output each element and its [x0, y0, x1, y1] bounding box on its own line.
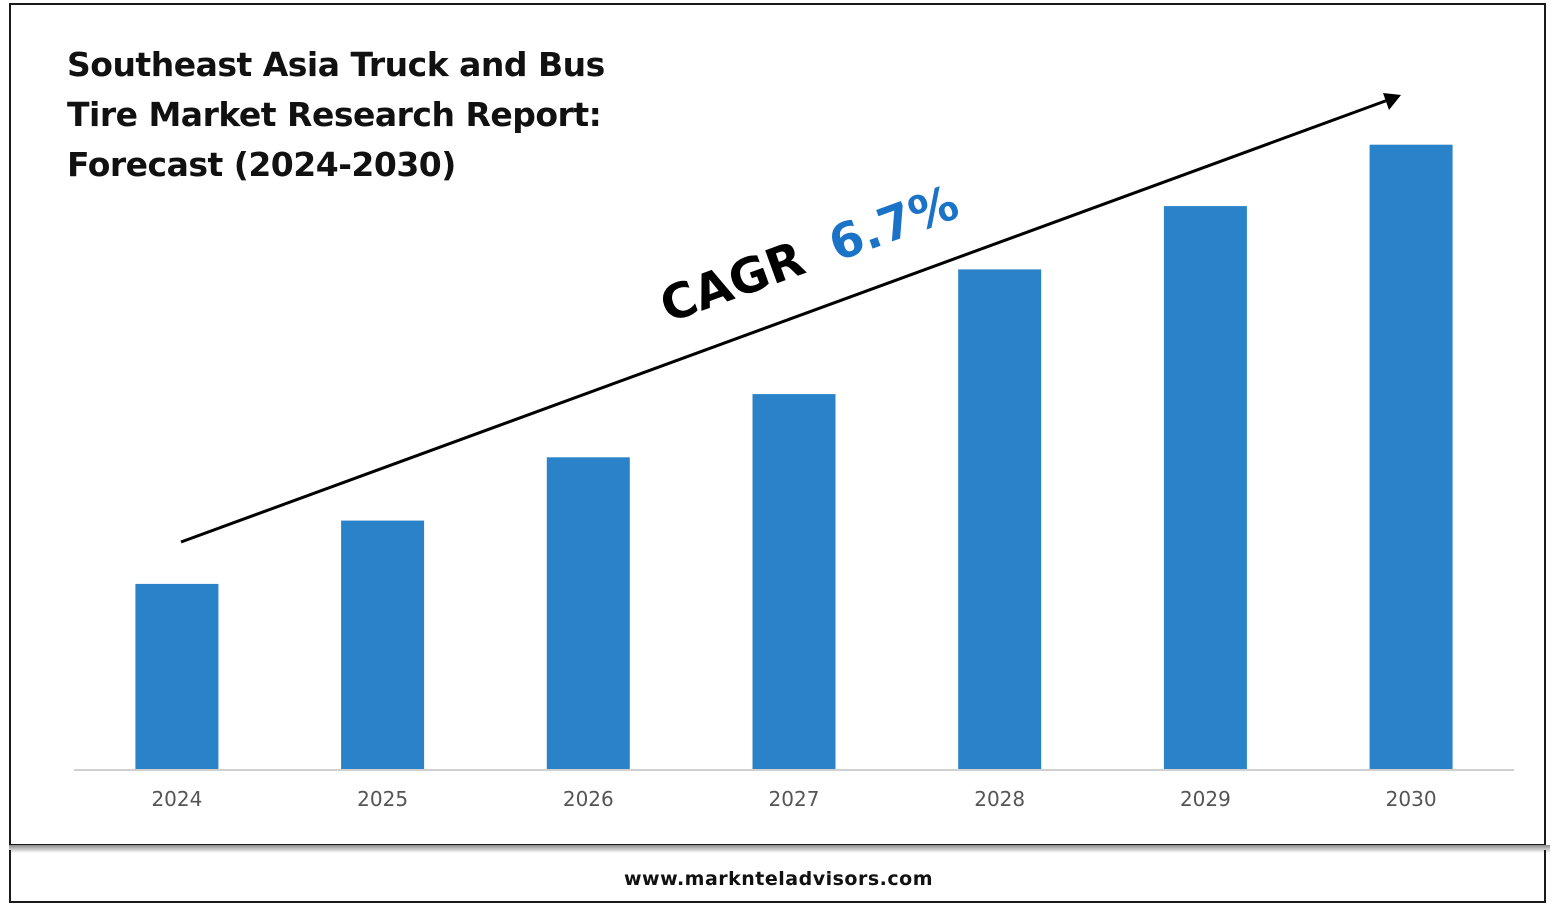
cagr-value: 6.7% [822, 175, 966, 273]
frame-shadow [9, 845, 1550, 853]
x-tick-label-2030: 2030 [1386, 787, 1437, 811]
bar-2026 [546, 457, 630, 770]
title-line-2: Tire Market Research Report: [67, 95, 602, 134]
x-tick-label-2027: 2027 [769, 787, 820, 811]
bar-2024 [135, 583, 219, 770]
x-tick-label-2029: 2029 [1180, 787, 1231, 811]
title-line-1: Southeast Asia Truck and Bus [67, 45, 605, 84]
bars-group [135, 144, 1453, 771]
x-tick-label-2026: 2026 [563, 787, 614, 811]
bar-2028 [958, 269, 1042, 770]
footer-website[interactable]: www.marknteladvisors.com [624, 868, 933, 890]
x-tick-label-2025: 2025 [357, 787, 408, 811]
title-line-3: Forecast (2024-2030) [67, 145, 456, 184]
x-tick-label-2024: 2024 [151, 787, 202, 811]
bar-2030 [1369, 144, 1453, 770]
chart-title: Southeast Asia Truck and Bus Tire Market… [67, 40, 605, 190]
footer-box [9, 850, 1546, 903]
trend-arrow-head [1383, 93, 1401, 110]
bar-2029 [1163, 206, 1247, 771]
x-tick-labels: 2024 2025 2026 2027 2028 2029 2030 [151, 787, 1436, 811]
trend-arrow-line [180, 98, 1389, 544]
bar-2027 [752, 394, 836, 770]
x-tick-label-2028: 2028 [974, 787, 1025, 811]
cagr-arrow [180, 93, 1401, 544]
bar-2025 [341, 520, 425, 770]
